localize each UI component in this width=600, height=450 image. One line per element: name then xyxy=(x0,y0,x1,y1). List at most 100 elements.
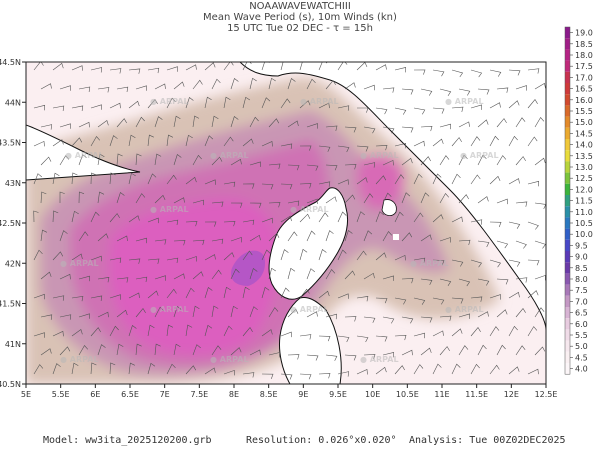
wind-barb xyxy=(508,221,521,229)
wind-barb xyxy=(287,231,298,242)
wind-barb xyxy=(52,105,65,111)
colorbar-swatch xyxy=(565,363,570,375)
wind-barb xyxy=(458,278,471,287)
wind-barb xyxy=(109,68,122,74)
wind-barb xyxy=(489,221,502,228)
wind-barb xyxy=(261,286,270,299)
wind-barb xyxy=(413,297,426,305)
wind-barb xyxy=(394,107,407,115)
wind-barb xyxy=(109,325,119,337)
wind-barb xyxy=(154,306,164,318)
wind-barb xyxy=(382,352,395,358)
wind-barb xyxy=(166,66,178,72)
wind-barb xyxy=(249,161,261,167)
wind-barb xyxy=(318,249,327,261)
wind-barb xyxy=(204,324,213,337)
wind-barb xyxy=(382,192,392,204)
wind-barb xyxy=(173,81,185,90)
wind-barb xyxy=(249,349,261,356)
wind-barb xyxy=(185,221,198,227)
wind-barb xyxy=(135,153,142,166)
colorbar-swatch xyxy=(565,251,570,263)
colorbar-swatch xyxy=(565,71,570,83)
wind-barb xyxy=(90,362,97,375)
wind-barb xyxy=(375,297,388,304)
wind-barb xyxy=(356,250,367,261)
wind-barb xyxy=(261,329,273,337)
wind-barb xyxy=(59,346,71,356)
wind-barb xyxy=(299,62,308,71)
small-island xyxy=(393,234,399,240)
wind-barb xyxy=(71,295,84,302)
colorbar-swatch xyxy=(565,150,570,162)
wind-barb xyxy=(280,183,293,190)
wind-barb xyxy=(154,194,166,204)
wind-barb xyxy=(204,221,217,227)
wind-barb xyxy=(287,308,299,318)
wind-barb xyxy=(496,344,506,356)
wind-barb xyxy=(280,215,292,223)
wind-barb xyxy=(268,307,279,318)
colorbar-label: 13.5 xyxy=(575,152,593,161)
wind-barb xyxy=(147,362,156,375)
wind-barb xyxy=(223,325,233,337)
wind-barb xyxy=(287,78,296,90)
wind-barb xyxy=(401,316,414,324)
wind-barb xyxy=(173,154,182,166)
colorbar-label: 7.0 xyxy=(575,297,588,306)
wind-barb xyxy=(515,156,526,166)
wind-barb xyxy=(33,173,42,185)
wind-barb xyxy=(109,213,120,223)
wind-barb xyxy=(357,107,369,113)
wind-barb xyxy=(363,230,373,242)
wind-barb xyxy=(242,250,253,261)
colorbar-label: 12.0 xyxy=(575,185,593,194)
wind-barb xyxy=(261,373,274,380)
wind-barb xyxy=(78,275,90,282)
wind-barb xyxy=(52,210,59,223)
wind-barb xyxy=(382,275,394,281)
wind-barb xyxy=(299,145,312,151)
wind-barb xyxy=(261,249,271,261)
wind-barb xyxy=(325,164,338,171)
arpal-watermark: ● ARPAL xyxy=(60,259,99,268)
wind-barb xyxy=(135,116,145,128)
wind-barb xyxy=(477,311,489,318)
wind-barb xyxy=(344,354,357,361)
wind-barb xyxy=(420,234,432,242)
wind-barb xyxy=(211,115,219,128)
resolution-info: Resolution: 0.026°x0.020° xyxy=(246,435,397,446)
wind-barb xyxy=(508,366,520,375)
x-tick-label: 11.5E xyxy=(465,390,488,399)
wind-barb xyxy=(527,136,538,147)
wind-barb xyxy=(420,125,433,132)
wind-barb xyxy=(432,173,442,185)
wind-barb xyxy=(78,344,89,356)
wind-barb xyxy=(382,230,393,242)
colorbar-label: 15.5 xyxy=(575,107,593,116)
wind-barb xyxy=(527,368,539,375)
wind-barb xyxy=(192,271,204,280)
wind-barb xyxy=(534,157,546,166)
wind-barb xyxy=(356,335,369,343)
wind-barb xyxy=(109,257,122,263)
wind-barb xyxy=(223,62,234,71)
wind-barb xyxy=(413,364,424,375)
wind-barb xyxy=(413,140,425,147)
elba-island xyxy=(381,199,397,216)
wind-barb xyxy=(211,78,221,90)
wind-barb xyxy=(394,334,407,341)
wind-barb xyxy=(211,156,223,166)
wind-barb xyxy=(477,88,490,95)
wind-barb xyxy=(496,155,507,166)
colorbar-label: 14.5 xyxy=(575,129,593,138)
wind-barb xyxy=(432,363,442,375)
wind-barb xyxy=(337,62,348,71)
wind-barb xyxy=(515,240,527,249)
wind-barb xyxy=(78,231,89,242)
colorbar-swatch xyxy=(565,273,570,285)
wind-barb xyxy=(242,96,251,109)
y-tick-label: 40.5N xyxy=(0,380,21,389)
colorbar-label: 12.5 xyxy=(575,174,593,183)
wind-barb xyxy=(173,273,185,280)
